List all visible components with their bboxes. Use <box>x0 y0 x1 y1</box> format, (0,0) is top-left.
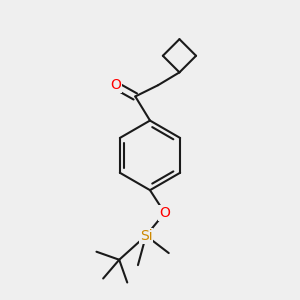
Text: O: O <box>159 206 170 220</box>
Text: O: O <box>110 78 121 92</box>
Text: Si: Si <box>140 229 152 243</box>
